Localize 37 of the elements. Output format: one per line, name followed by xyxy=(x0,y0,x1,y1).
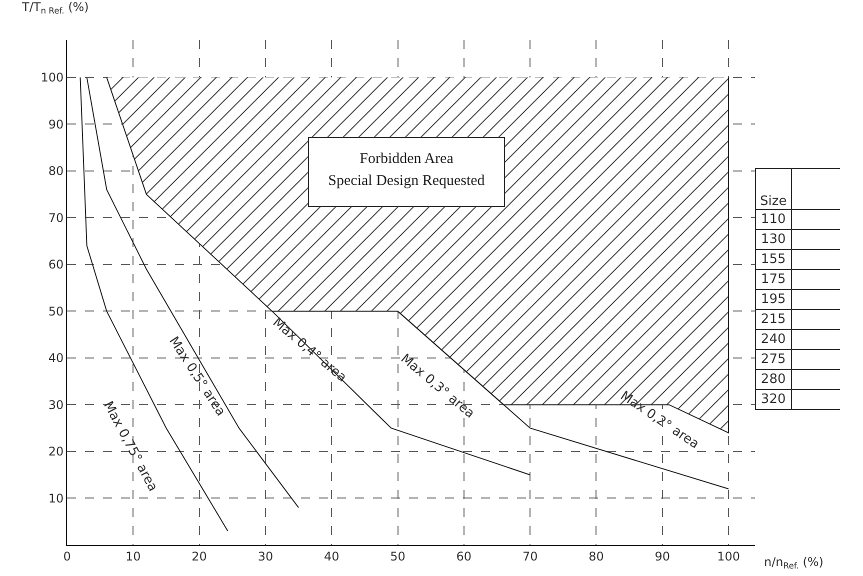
text: 215 xyxy=(756,310,792,330)
text: 175 xyxy=(756,270,792,290)
text: 280 xyxy=(756,370,792,390)
x-tick-label: 40 xyxy=(324,549,340,564)
x-tick-label: 60 xyxy=(456,549,472,564)
text: 240 xyxy=(756,330,792,350)
x-axis-title: n/n$_{Ref.}$ (%) xyxy=(764,555,824,571)
x-tick-label: 0 xyxy=(63,549,71,564)
text: 320 xyxy=(756,390,792,410)
text: 110 xyxy=(756,210,792,230)
x-tick-label: 20 xyxy=(192,549,207,564)
y-tick-label: 100 xyxy=(40,70,64,85)
text: 130 xyxy=(756,230,792,250)
x-tick-label: 80 xyxy=(588,549,604,564)
y-tick-label: 10 xyxy=(48,491,64,506)
x-tick-label: 100 xyxy=(717,549,740,564)
text: 195 xyxy=(756,290,792,310)
annotation: Max 0,2° area xyxy=(617,388,702,452)
text: 275 xyxy=(756,350,792,370)
annotation: Special Design Requested xyxy=(328,173,485,189)
y-tick-label: 30 xyxy=(48,398,64,412)
text: 155 xyxy=(756,250,792,270)
y-tick-label: 50 xyxy=(48,304,64,318)
y-tick-label: 20 xyxy=(48,444,64,459)
x-tick-label: 30 xyxy=(258,549,274,564)
x-tick-label: 70 xyxy=(522,549,538,564)
x-tick-label: 90 xyxy=(654,549,670,564)
y-tick-label: 90 xyxy=(48,117,64,132)
y-axis-title: T/T$_{n Ref.}$ (%) xyxy=(21,0,89,16)
y-tick-label: 80 xyxy=(48,164,64,178)
y-tick-label: 60 xyxy=(48,258,64,272)
annotation: Forbidden Area xyxy=(360,151,454,167)
x-tick-label: 50 xyxy=(390,549,406,564)
text: Size xyxy=(756,168,792,210)
x-tick-label: 10 xyxy=(126,549,141,564)
y-tick-label: 70 xyxy=(48,210,64,225)
y-tick-label: 40 xyxy=(48,351,64,366)
